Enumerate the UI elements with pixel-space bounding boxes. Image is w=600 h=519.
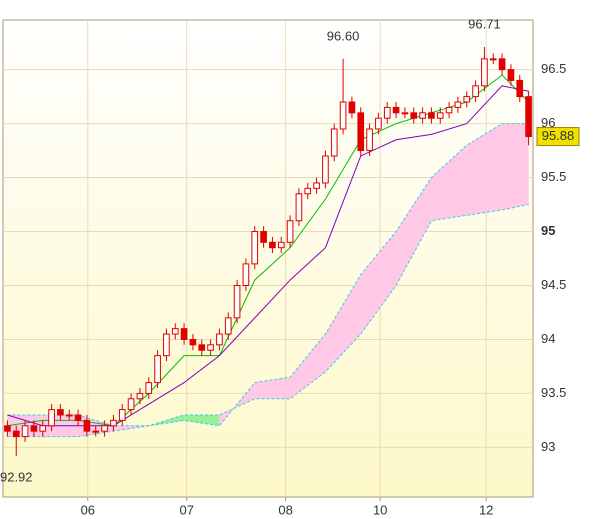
y-tick-label: 96 bbox=[541, 115, 555, 130]
x-tick-label: 08 bbox=[278, 502, 292, 517]
candle-body bbox=[498, 58, 506, 71]
y-tick-label: 96.5 bbox=[541, 61, 566, 76]
candle-body bbox=[304, 187, 312, 195]
candle-body bbox=[366, 128, 373, 152]
candle-body bbox=[401, 112, 409, 115]
price-box bbox=[536, 127, 580, 147]
candle-body bbox=[419, 112, 426, 119]
candle-body bbox=[383, 106, 391, 119]
candle-body bbox=[12, 430, 20, 438]
cloud bbox=[502, 123, 529, 210]
candle-body bbox=[21, 425, 29, 438]
candle-body bbox=[4, 425, 11, 432]
x-tick-label: 10 bbox=[373, 502, 387, 517]
candle-body bbox=[233, 284, 241, 319]
candle-body bbox=[339, 101, 347, 130]
y-tick-label: 94.5 bbox=[541, 277, 566, 292]
cloud bbox=[325, 274, 361, 372]
candle-body bbox=[136, 392, 144, 400]
candle-body bbox=[348, 101, 356, 114]
candle-body bbox=[224, 317, 232, 335]
candle-body bbox=[207, 344, 214, 351]
candle-body bbox=[445, 106, 453, 114]
candle-body bbox=[436, 112, 444, 119]
candle-body bbox=[251, 231, 259, 265]
candle-body bbox=[286, 220, 294, 243]
plot-area bbox=[2, 19, 534, 498]
candle-body bbox=[260, 231, 267, 243]
annotation: 96.60 bbox=[327, 28, 360, 43]
y-tick-label: 93 bbox=[541, 439, 555, 454]
candle-body bbox=[83, 419, 91, 432]
x-tick-label: 12 bbox=[479, 502, 493, 517]
candle-body bbox=[154, 355, 161, 384]
y-tick-label: 95.5 bbox=[541, 169, 566, 184]
cloud bbox=[254, 377, 291, 399]
cloud bbox=[396, 177, 432, 286]
candle-body bbox=[269, 241, 276, 249]
candle-body bbox=[375, 117, 382, 130]
candle-body bbox=[39, 425, 47, 432]
annotation: 96.71 bbox=[468, 16, 501, 31]
cloud bbox=[466, 123, 503, 216]
candle-body bbox=[92, 430, 100, 433]
candle-body bbox=[65, 414, 73, 417]
candle-body bbox=[481, 58, 488, 87]
y-tick-label: 95 bbox=[541, 223, 555, 238]
candle-body bbox=[525, 96, 532, 138]
candle-body bbox=[357, 112, 365, 152]
candle-body bbox=[216, 333, 223, 346]
candle-body bbox=[392, 106, 400, 114]
candle-body bbox=[171, 328, 179, 335]
candle-body bbox=[30, 425, 38, 432]
candle-body bbox=[118, 409, 126, 421]
candle-body bbox=[507, 69, 515, 81]
candle-body bbox=[198, 344, 206, 351]
candle-body bbox=[330, 128, 338, 157]
candle-body bbox=[145, 382, 153, 394]
candle-body bbox=[410, 112, 418, 119]
candle-body bbox=[463, 96, 471, 103]
x-tick-label: 07 bbox=[179, 502, 193, 517]
y-tick-label: 93.5 bbox=[541, 385, 566, 400]
candle-body bbox=[242, 263, 250, 286]
candle-body bbox=[110, 419, 117, 427]
candle-body bbox=[277, 241, 285, 249]
candle-body bbox=[454, 101, 462, 108]
cloud bbox=[360, 231, 397, 335]
span-line bbox=[7, 123, 529, 427]
cloud bbox=[184, 414, 220, 426]
candle-body bbox=[489, 58, 497, 61]
candle-body bbox=[516, 79, 524, 98]
candle-body bbox=[48, 409, 55, 427]
x-tick-label: 06 bbox=[81, 502, 95, 517]
cloud bbox=[290, 334, 326, 399]
candle-body bbox=[57, 409, 64, 416]
candle-body bbox=[428, 112, 435, 119]
cloud bbox=[148, 414, 185, 426]
candle-body bbox=[313, 182, 320, 189]
candle-body bbox=[163, 333, 170, 357]
candle-body bbox=[101, 425, 108, 432]
cloud bbox=[431, 145, 467, 221]
candle-body bbox=[74, 414, 82, 421]
y-tick-label: 94 bbox=[541, 331, 555, 346]
price-label: 95.88 bbox=[542, 128, 575, 143]
candle-body bbox=[180, 328, 188, 340]
candle-body bbox=[295, 193, 303, 222]
candle-body bbox=[127, 398, 135, 411]
candle-body bbox=[472, 85, 479, 98]
annotation: 92.92 bbox=[0, 469, 33, 484]
candle-body bbox=[189, 338, 197, 346]
candle-body bbox=[322, 155, 329, 184]
span-line bbox=[7, 204, 529, 438]
